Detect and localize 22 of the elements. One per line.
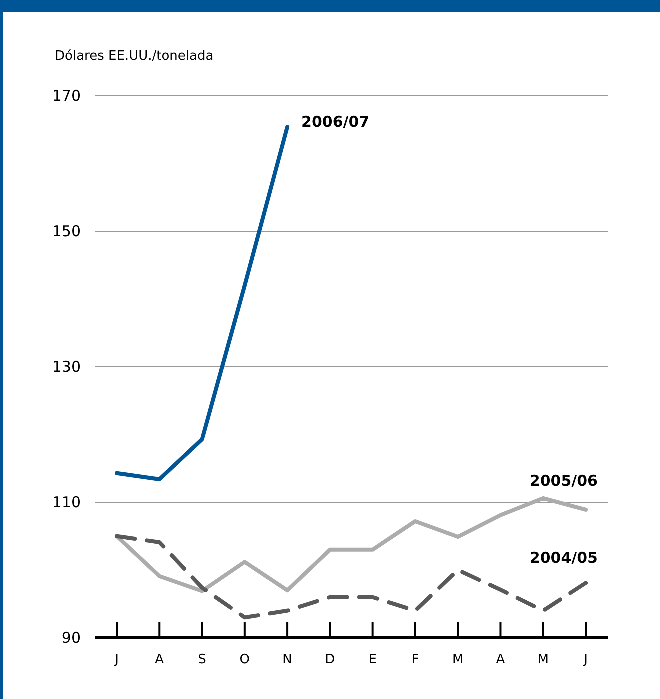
x-tick-label: F bbox=[412, 652, 420, 668]
x-tick-label: J bbox=[114, 652, 119, 668]
series-label: 2005/06 bbox=[530, 472, 598, 490]
y-tick-label: 90 bbox=[62, 628, 81, 647]
x-tick-label: S bbox=[198, 652, 206, 668]
x-tick-label: A bbox=[155, 652, 164, 668]
x-tick-label: O bbox=[240, 652, 250, 668]
y-tick-label: 110 bbox=[52, 493, 81, 512]
x-tick-label: M bbox=[452, 652, 464, 668]
series-label: 2004/05 bbox=[530, 549, 598, 568]
x-tick-label: M bbox=[538, 652, 549, 668]
y-tick-label: 170 bbox=[52, 86, 81, 105]
series-label: 2006/07 bbox=[302, 113, 370, 132]
y-axis-title: Dólares EE.UU./tonelada bbox=[55, 49, 214, 64]
x-tick-label: N bbox=[282, 652, 292, 668]
y-tick-label: 150 bbox=[52, 222, 81, 240]
y-tick-label: 130 bbox=[52, 358, 81, 376]
line-series bbox=[115, 125, 290, 482]
x-tick-label: J bbox=[583, 652, 588, 668]
x-tick-label: E bbox=[368, 652, 377, 668]
x-tick-label: A bbox=[496, 652, 506, 668]
x-tick-label: D bbox=[325, 652, 336, 668]
